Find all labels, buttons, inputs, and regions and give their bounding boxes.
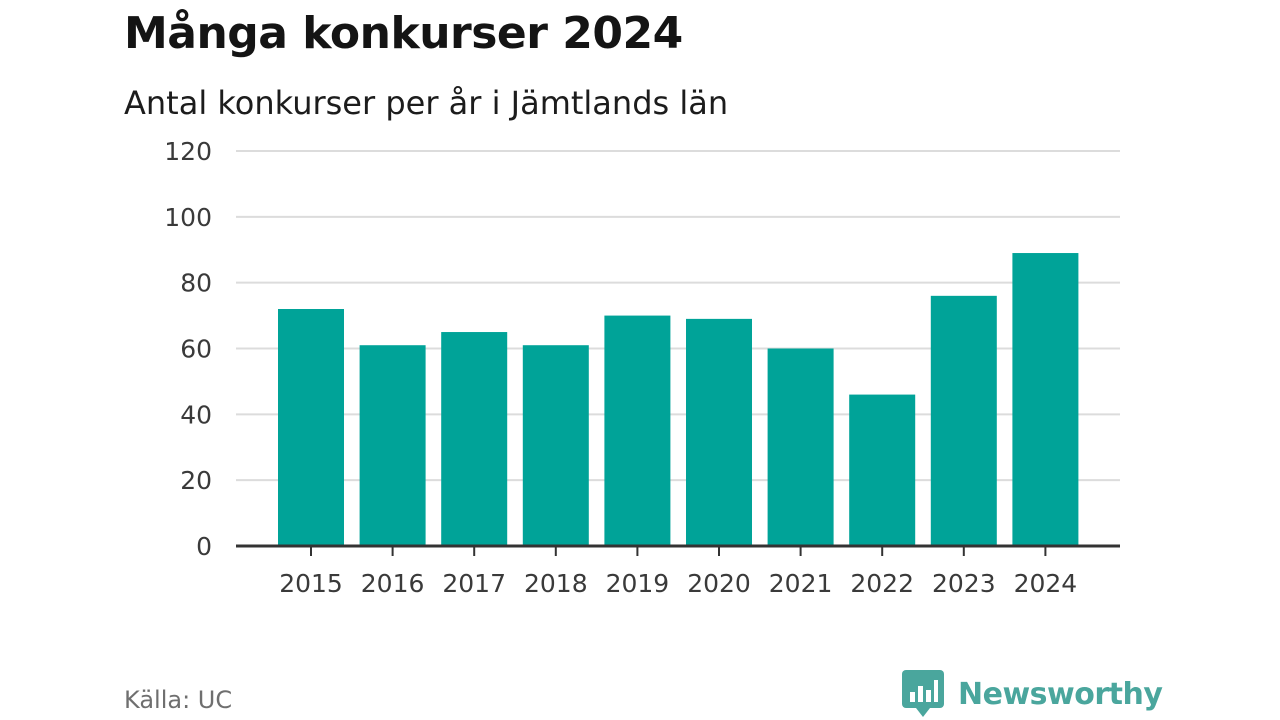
bar-2017 xyxy=(441,332,508,546)
bar-2023 xyxy=(930,295,997,546)
bar-2019 xyxy=(604,315,671,546)
bar-2024 xyxy=(1012,253,1079,546)
chart-title: Många konkurser 2024 xyxy=(124,8,683,59)
y-tick-label: 100 xyxy=(164,203,212,232)
x-tick-label: 2020 xyxy=(687,569,751,598)
x-tick-label: 2021 xyxy=(769,569,833,598)
bar-2015 xyxy=(278,309,344,546)
newsworthy-logo-icon xyxy=(902,670,944,717)
bar-2018 xyxy=(522,345,589,546)
bar-2020 xyxy=(686,318,752,546)
y-tick-label: 80 xyxy=(180,269,212,298)
y-tick-label: 60 xyxy=(180,335,212,364)
bar-chart: 0 20 40 60 80 100 120 2015 2016 2017 2018 2019 2020 2… xyxy=(164,137,1120,598)
y-tick-label: 0 xyxy=(196,532,212,561)
x-tick-label: 2016 xyxy=(361,569,425,598)
x-tick-label: 2019 xyxy=(606,569,670,598)
y-tick-label: 120 xyxy=(164,137,212,166)
bar-2016 xyxy=(359,345,426,546)
x-tick-label: 2017 xyxy=(442,569,506,598)
newsworthy-logo-text: Newsworthy xyxy=(958,676,1163,712)
x-tick-label: 2018 xyxy=(524,569,588,598)
source-note: Källa: UC xyxy=(124,686,233,714)
x-tick-label: 2022 xyxy=(850,569,914,598)
bar-2022 xyxy=(849,394,916,546)
chart-subtitle: Antal konkurser per år i Jämtlands län xyxy=(124,84,729,122)
x-tick-label: 2024 xyxy=(1014,569,1078,598)
x-tick-label: 2015 xyxy=(279,569,343,598)
newsworthy-logo: Newsworthy xyxy=(902,670,1163,718)
y-tick-label: 20 xyxy=(180,466,212,495)
bar-2021 xyxy=(767,348,834,546)
y-tick-label: 40 xyxy=(180,400,212,429)
x-tick-label: 2023 xyxy=(932,569,996,598)
